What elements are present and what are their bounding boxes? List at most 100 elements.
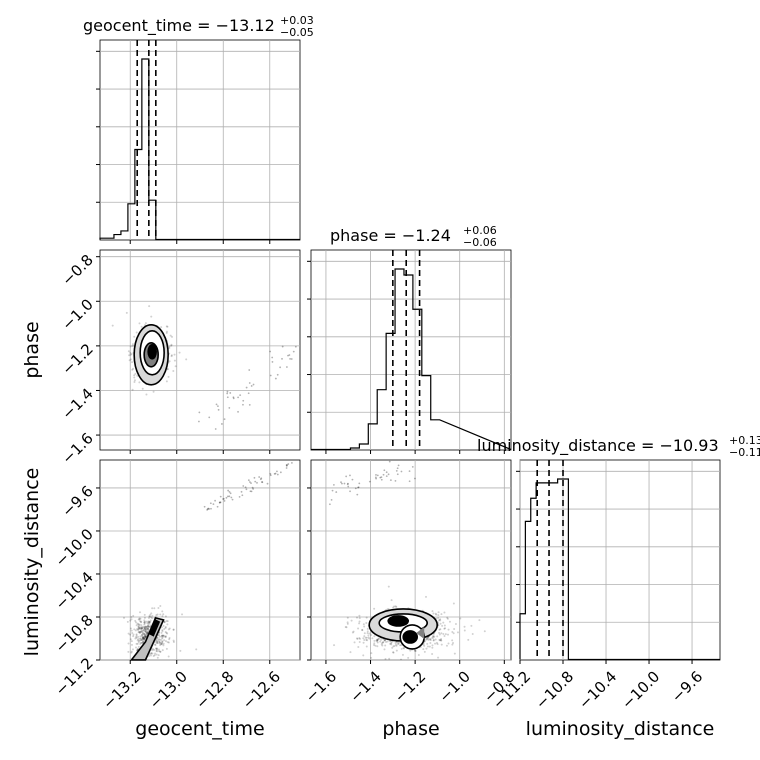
scatter-point	[151, 652, 154, 655]
histogram-luminosity_distance	[519, 478, 720, 661]
scatter-point	[137, 638, 140, 641]
scatter-point	[219, 495, 222, 498]
scatter-point	[346, 483, 349, 486]
scatter-point	[365, 636, 368, 639]
scatter-point	[168, 347, 171, 350]
scatter-point	[138, 322, 141, 325]
scatter-point	[132, 367, 135, 370]
scatter-point	[248, 369, 251, 371]
scatter-point	[140, 624, 143, 627]
scatter-point	[139, 620, 142, 623]
scatter-point	[157, 648, 160, 651]
scatter-point	[438, 628, 441, 631]
scatter-point	[376, 640, 379, 643]
scatter-point	[438, 619, 441, 622]
scatter-point	[165, 647, 168, 650]
scatter-point	[146, 631, 149, 634]
scatter-point	[158, 635, 161, 638]
scatter-point	[394, 641, 397, 644]
scatter-point	[162, 634, 165, 637]
scatter-point	[135, 621, 138, 624]
scatter-point	[168, 636, 171, 639]
scatter-point	[426, 642, 429, 645]
scatter-point	[140, 641, 143, 644]
scatter-point	[358, 482, 361, 485]
scatter-point	[130, 650, 133, 653]
scatter-point	[441, 624, 444, 627]
scatter-point	[374, 644, 377, 647]
scatter-point	[444, 627, 447, 630]
scatter-point	[153, 648, 156, 651]
scatter-point	[370, 634, 373, 637]
scatter-tail-distance-vs-phase	[328, 460, 416, 506]
scatter-point	[228, 495, 231, 498]
scatter-point	[143, 635, 146, 638]
scatter-point	[135, 331, 138, 334]
scatter-point	[440, 613, 443, 616]
scatter-point	[394, 479, 397, 482]
scatter-point	[432, 636, 435, 639]
scatter-point	[142, 637, 145, 640]
scatter-point	[256, 481, 258, 484]
scatter-point	[161, 610, 164, 613]
scatter-point	[261, 481, 263, 483]
scatter-point	[140, 627, 143, 630]
scatter-point	[147, 626, 150, 629]
scatter-point	[439, 639, 442, 642]
scatter-point	[223, 418, 226, 421]
scatter-point	[164, 640, 167, 643]
scatter-point	[370, 652, 373, 655]
scatter-point	[247, 479, 250, 482]
scatter-point	[166, 641, 169, 644]
scatter-point	[227, 489, 230, 492]
scatter-point	[167, 375, 170, 378]
scatter-point	[248, 382, 251, 384]
scatter-point	[161, 640, 164, 643]
scatter-point	[143, 636, 146, 639]
scatter-point	[141, 638, 144, 641]
scatter-point	[148, 615, 151, 618]
scatter-point	[349, 474, 351, 477]
scatter-point	[379, 638, 382, 641]
scatter-point	[139, 632, 142, 635]
scatter-point	[144, 635, 147, 638]
scatter-point	[437, 611, 440, 614]
scatter-point	[395, 644, 398, 647]
scatter-point	[166, 623, 169, 626]
scatter-point	[382, 473, 385, 476]
scatter-point	[435, 613, 438, 616]
scatter-point	[343, 482, 346, 485]
scatter-point	[463, 625, 466, 628]
scatter-point	[155, 614, 158, 617]
scatter-point	[158, 641, 161, 644]
scatter-point	[232, 396, 235, 399]
panel-distance-hist	[519, 459, 721, 661]
scatter-point	[388, 460, 391, 463]
scatter-point	[156, 640, 159, 643]
scatter-point	[138, 626, 141, 629]
scatter-point	[365, 645, 368, 648]
scatter-point	[389, 479, 392, 482]
scatter-point	[147, 623, 150, 626]
scatter-point	[426, 638, 429, 641]
scatter-point	[273, 472, 276, 475]
scatter-point	[362, 654, 365, 657]
scatter-point	[425, 637, 428, 640]
scatter-point	[142, 625, 145, 628]
contour-core-phase-vs-geocent-time	[147, 343, 157, 360]
scatter-point	[347, 485, 350, 488]
scatter-point	[390, 642, 393, 645]
scatter-point	[356, 616, 359, 619]
scatter-point	[349, 490, 351, 493]
scatter-point	[159, 604, 162, 607]
scatter-point	[132, 633, 135, 636]
scatter-point	[167, 655, 170, 658]
scatter-point	[143, 633, 146, 636]
scatter-point	[356, 637, 359, 640]
scatter-point	[143, 633, 146, 636]
scatter-point	[453, 628, 456, 631]
scatter-point	[126, 620, 129, 623]
scatter-point	[143, 626, 146, 629]
scatter-point	[366, 639, 369, 642]
scatter-point	[285, 467, 288, 469]
